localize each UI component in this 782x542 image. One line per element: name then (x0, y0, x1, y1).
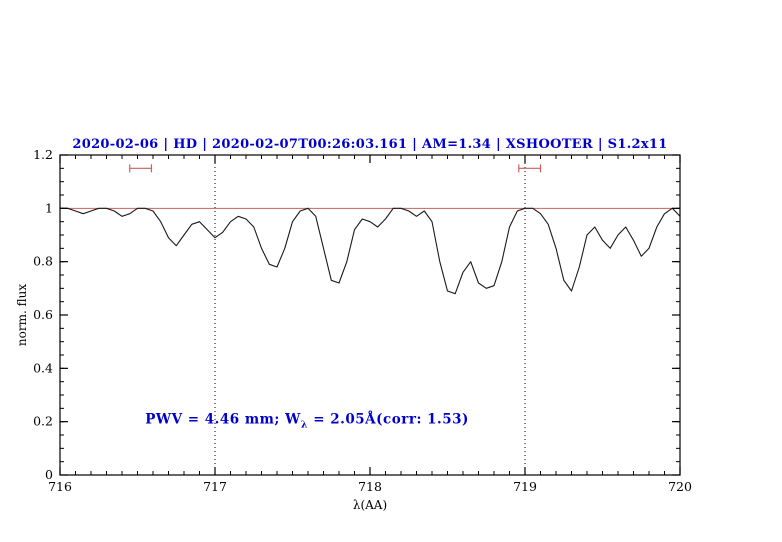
spectrum-line (59, 207, 681, 295)
y-tick-label: 0.6 (33, 307, 53, 322)
pwv-annotation: PWV = 4.46 mm; Wλ = 2.05Å(corr: 1.53) (145, 411, 469, 430)
pwv-annotation-prefix: PWV = 4.46 mm; W (145, 411, 301, 428)
y-tick-label: 0.4 (33, 360, 53, 375)
x-tick-label: 716 (48, 479, 72, 494)
plot-title: 2020-02-06 | HD | 2020-02-07T00:26:03.16… (72, 137, 668, 152)
y-tick-label: 0 (45, 467, 53, 482)
x-tick-label: 717 (203, 479, 227, 494)
x-axis-label: λ(AA) (352, 498, 388, 512)
plot-frame (59, 154, 681, 476)
y-tick-label: 0.8 (33, 254, 53, 269)
pwv-annotation-suffix: = 2.05Å(corr: 1.53) (308, 411, 469, 428)
y-tick-label: 1.2 (33, 147, 53, 162)
y-tick-label: 0.2 (33, 414, 53, 429)
x-tick-label: 720 (668, 479, 692, 494)
y-tick-label: 1 (45, 200, 53, 215)
x-tick-label: 718 (358, 479, 382, 494)
pwv-annotation-subscript: λ (300, 419, 309, 431)
x-tick-label: 719 (513, 479, 537, 494)
